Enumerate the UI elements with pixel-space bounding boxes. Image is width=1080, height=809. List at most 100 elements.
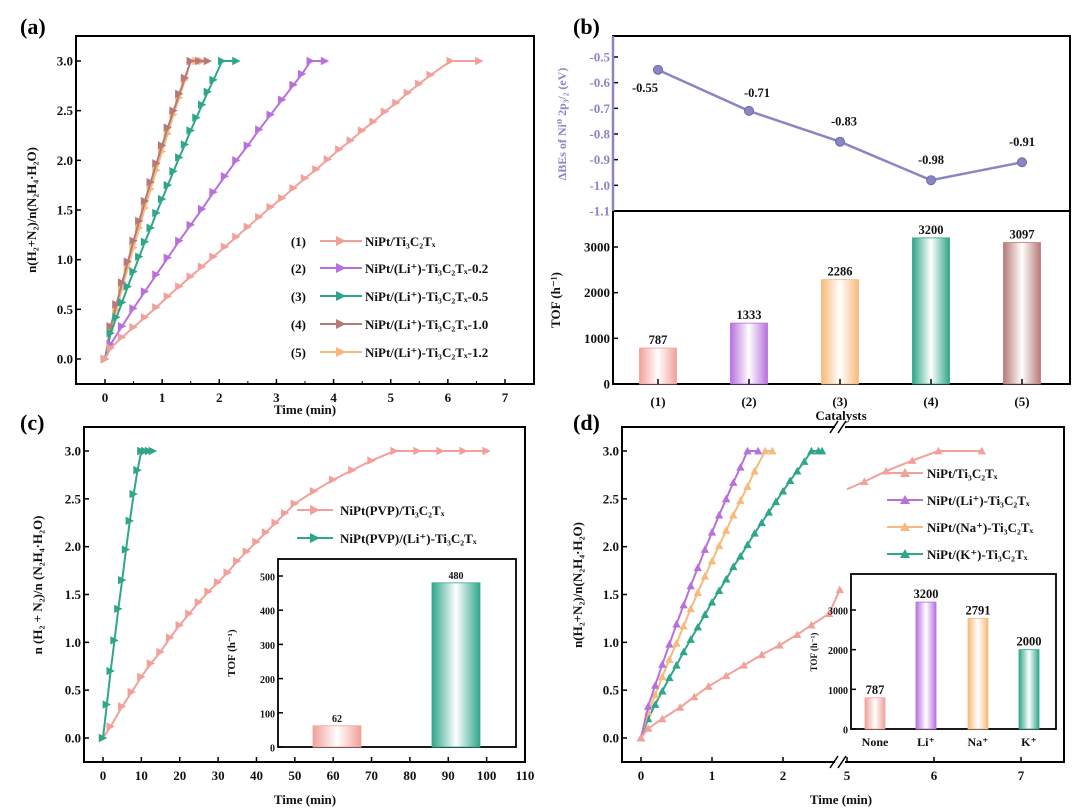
d-series-1-marker bbox=[908, 456, 917, 464]
a-series-1-marker bbox=[175, 282, 184, 291]
c-series-1-marker bbox=[459, 446, 468, 456]
a-series-3-marker bbox=[192, 113, 201, 122]
c-y-axis-title: n (H₂ + N₂)/n (N₂H₄·H₂O) bbox=[30, 516, 45, 655]
d-series-3-marker bbox=[750, 466, 759, 475]
d-series-3-marker bbox=[679, 621, 688, 630]
d-inset-x-tick-label: Li⁺ bbox=[917, 735, 935, 749]
a-x-tick-label: 4 bbox=[330, 390, 337, 405]
a-series-2-marker bbox=[255, 125, 264, 134]
d-series-4-marker bbox=[658, 686, 667, 695]
d-inset-y-tick-label: 0 bbox=[843, 726, 848, 737]
a-legend-label: NiPt/(Li⁺)-Ti₃C₂Tₓ-0.5 bbox=[365, 289, 489, 304]
a-series-3-marker bbox=[232, 56, 241, 66]
d-y-tick-label: 0.5 bbox=[603, 683, 620, 698]
a-series-1-marker bbox=[357, 126, 367, 135]
b-top-y-tick-label: -0.7 bbox=[589, 101, 610, 116]
a-legend-marker bbox=[336, 319, 346, 329]
d-series-1-marker bbox=[775, 641, 784, 649]
a-legend-id: (4) bbox=[291, 317, 306, 332]
d-axis-break-gap bbox=[835, 421, 845, 433]
a-series-4-marker bbox=[175, 89, 184, 98]
c-series-1-marker bbox=[367, 456, 376, 465]
a-series-3-marker bbox=[169, 167, 178, 176]
a-series-4-marker bbox=[152, 159, 161, 168]
a-series-2-marker bbox=[220, 172, 230, 181]
d-inset-tof-bar bbox=[1018, 649, 1040, 730]
c-x-tick-label: 80 bbox=[403, 768, 416, 783]
a-series-1-marker bbox=[323, 155, 333, 164]
d-series-2-marker bbox=[743, 446, 752, 455]
d-series-3-marker bbox=[700, 572, 710, 580]
a-series-2-marker bbox=[297, 69, 307, 79]
d-series-4-marker bbox=[785, 476, 795, 485]
a-series-1-marker bbox=[300, 174, 310, 183]
c-series-2-marker bbox=[114, 604, 123, 614]
a-series-3-marker bbox=[180, 140, 190, 149]
b-tof-bar bbox=[1003, 242, 1041, 385]
d-series-4-marker bbox=[771, 497, 781, 506]
a-series-1-marker bbox=[100, 354, 110, 364]
a-legend-marker bbox=[336, 291, 346, 301]
c-series-2-marker bbox=[133, 465, 142, 475]
c-y-tick-label: 1.5 bbox=[65, 587, 82, 602]
d-legend-label: NiPt/Ti₃C₂Tₓ bbox=[927, 466, 998, 481]
a-legend-id: (1) bbox=[291, 234, 306, 249]
d-series-2-marker bbox=[736, 463, 745, 471]
c-x-tick-label: 40 bbox=[250, 768, 263, 783]
a-series-3-marker bbox=[129, 267, 138, 276]
a-series-2-marker bbox=[277, 95, 287, 104]
c-series-1-marker bbox=[127, 687, 136, 697]
d-x-tick-label: 2 bbox=[780, 768, 787, 783]
b-be-point bbox=[835, 136, 845, 147]
b-tof-bar bbox=[639, 347, 677, 385]
c-series-1-marker bbox=[290, 499, 300, 508]
a-y-tick-label: 2.5 bbox=[57, 103, 74, 118]
a-series-1-marker bbox=[392, 98, 401, 107]
d-series-3-marker bbox=[665, 655, 674, 663]
c-series-1-marker bbox=[348, 465, 357, 475]
a-y-tick-label: 2.0 bbox=[57, 153, 73, 168]
d-series-3-marker bbox=[768, 446, 777, 455]
a-series-4-marker bbox=[169, 106, 178, 115]
d-series-4-marker bbox=[707, 597, 717, 606]
d-series-2-marker bbox=[665, 640, 674, 648]
c-x-tick-label: 50 bbox=[288, 768, 301, 783]
a-series-1-marker bbox=[312, 165, 321, 174]
c-series-1-marker bbox=[146, 659, 156, 668]
d-series-4-marker bbox=[665, 673, 674, 682]
a-series-1-marker bbox=[380, 107, 390, 116]
d-series-2-marker bbox=[700, 545, 710, 553]
a-series-1-marker bbox=[106, 343, 115, 353]
d-series-4-line bbox=[640, 450, 823, 739]
d-series-2-marker bbox=[753, 446, 763, 455]
a-series-1-marker bbox=[346, 136, 355, 145]
a-series-2-marker bbox=[129, 304, 138, 313]
a-series-3-marker bbox=[186, 126, 195, 135]
a-legend-label: NiPt/Ti₃C₂Tₓ bbox=[365, 234, 436, 249]
a-series-3-marker bbox=[203, 87, 213, 96]
a-series-1-marker bbox=[369, 117, 378, 126]
c-x-tick-label: 20 bbox=[173, 768, 186, 783]
d-series-1-marker bbox=[824, 609, 834, 617]
b-be-data-label: -0.83 bbox=[831, 115, 857, 129]
d-series-1-marker bbox=[675, 703, 685, 711]
a-series-4-marker bbox=[186, 56, 195, 66]
d-series-2-marker bbox=[679, 600, 688, 609]
a-series-4-marker bbox=[146, 177, 155, 187]
d-series-4-marker bbox=[800, 457, 809, 465]
a-series-4-marker bbox=[135, 216, 144, 226]
a-series-1-marker bbox=[163, 292, 173, 301]
b-be-data-label: -0.55 bbox=[632, 81, 658, 95]
d-series-2-marker bbox=[714, 510, 724, 519]
a-series-3-marker bbox=[163, 180, 173, 190]
b-tof-bar bbox=[730, 322, 768, 385]
a-series-3-marker bbox=[157, 194, 167, 204]
a-series-4-marker bbox=[112, 300, 121, 309]
d-series-1-marker bbox=[704, 682, 713, 690]
c-series-1-marker bbox=[223, 568, 232, 577]
c-series-1-marker bbox=[165, 633, 175, 642]
a-legend-marker bbox=[336, 347, 346, 357]
a-series-3-marker bbox=[135, 252, 144, 261]
d-legend-marker bbox=[900, 549, 910, 558]
a-series-3-marker bbox=[106, 328, 115, 338]
